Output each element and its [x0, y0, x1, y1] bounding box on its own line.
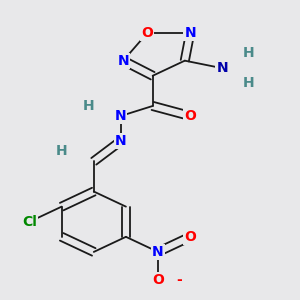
- Text: H: H: [243, 76, 255, 90]
- Text: H: H: [243, 46, 255, 60]
- Text: H: H: [82, 99, 94, 113]
- Text: N: N: [115, 134, 126, 148]
- Text: Cl: Cl: [22, 215, 37, 229]
- Text: H: H: [56, 144, 68, 158]
- Text: O: O: [184, 109, 196, 123]
- Text: N: N: [217, 61, 228, 75]
- Text: O: O: [184, 230, 196, 244]
- Text: N: N: [115, 109, 126, 123]
- Text: N: N: [117, 54, 129, 68]
- Text: N: N: [152, 245, 164, 259]
- Text: O: O: [152, 273, 164, 286]
- Text: -: -: [177, 273, 182, 286]
- Text: O: O: [141, 26, 153, 40]
- Text: N: N: [184, 26, 196, 40]
